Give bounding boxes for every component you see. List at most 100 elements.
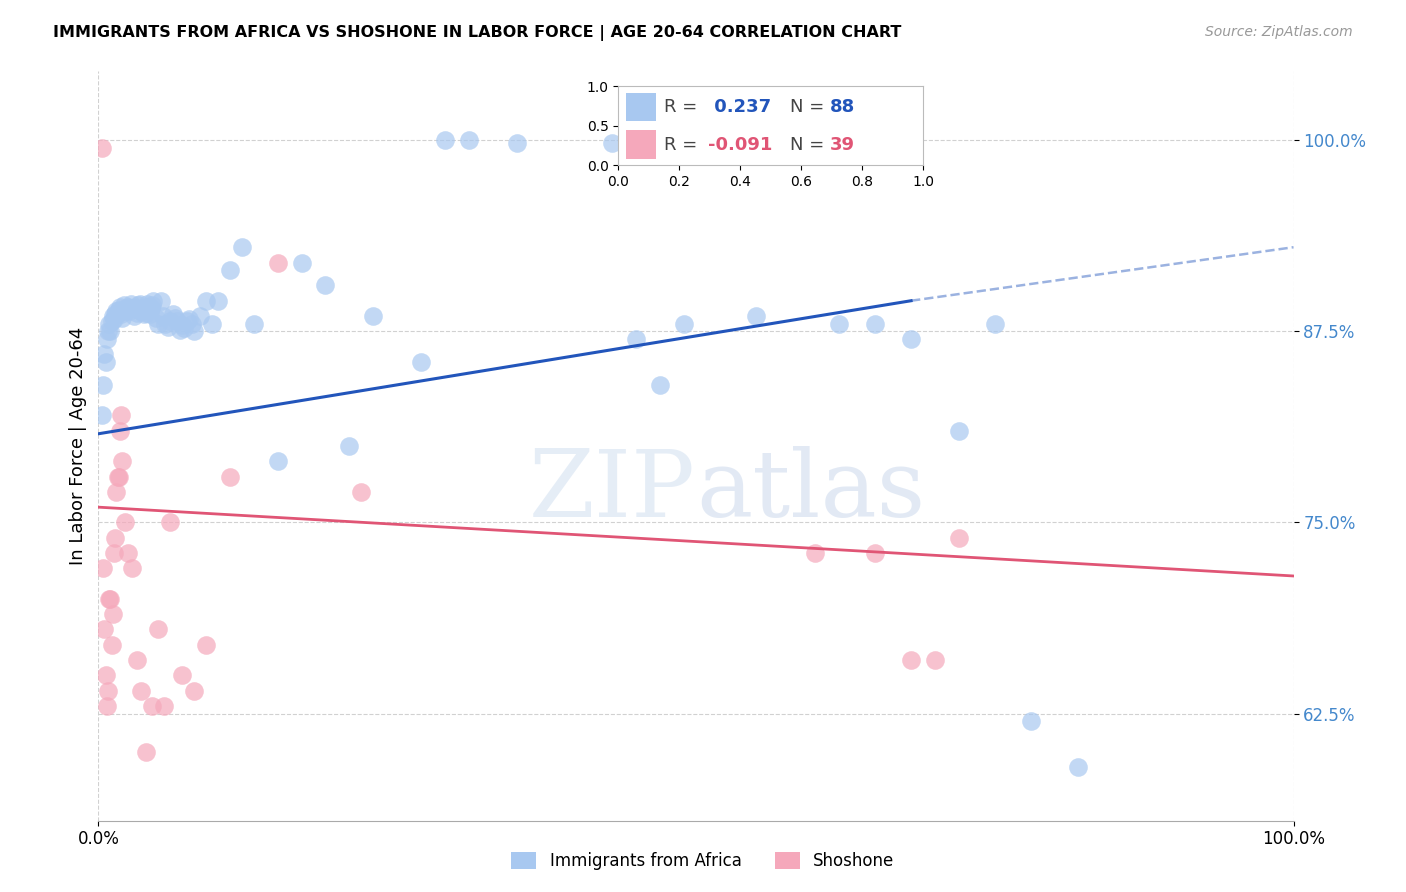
Point: [96, 698, 118, 713]
Point: [339, 439, 361, 453]
Point: [105, 484, 128, 499]
Point: [107, 469, 129, 483]
Point: [141, 698, 163, 713]
Point: [865, 546, 887, 560]
Point: [135, 306, 157, 320]
Point: [145, 310, 167, 325]
Point: [142, 293, 165, 308]
Point: [93, 623, 115, 637]
Point: [900, 332, 922, 346]
Point: [900, 653, 922, 667]
Point: [98, 317, 121, 331]
Point: [434, 133, 457, 147]
Point: [291, 255, 314, 269]
Point: [506, 136, 529, 151]
Point: [100, 638, 122, 652]
Point: [626, 332, 648, 346]
Point: [315, 278, 337, 293]
Point: [188, 309, 211, 323]
Point: [131, 683, 153, 698]
Point: [153, 698, 176, 713]
Point: [148, 317, 170, 331]
Point: [115, 302, 138, 317]
Point: [201, 317, 224, 331]
Point: [602, 136, 624, 151]
Point: [141, 298, 163, 312]
Point: [96, 332, 118, 346]
Point: [865, 317, 887, 331]
Point: [107, 306, 129, 320]
Point: [108, 424, 131, 438]
Point: [100, 313, 122, 327]
Point: [91, 409, 114, 423]
Point: [98, 591, 121, 606]
Point: [112, 298, 135, 312]
Point: [139, 308, 162, 322]
Point: [97, 324, 120, 338]
Point: [94, 355, 117, 369]
Point: [828, 317, 851, 331]
Legend: Immigrants from Africa, Shoshone: Immigrants from Africa, Shoshone: [505, 845, 901, 877]
Point: [138, 300, 160, 314]
Point: [117, 546, 139, 560]
Point: [176, 313, 198, 327]
Point: [1019, 714, 1042, 729]
Point: [107, 469, 129, 483]
Point: [183, 324, 205, 338]
Point: [1067, 760, 1090, 774]
Point: [93, 347, 115, 361]
Point: [104, 308, 127, 322]
Point: [648, 377, 672, 392]
Point: [148, 623, 170, 637]
Point: [98, 591, 122, 606]
Point: [411, 355, 433, 369]
Point: [267, 454, 290, 468]
Text: atlas: atlas: [696, 446, 925, 536]
Point: [117, 300, 139, 314]
Point: [183, 683, 205, 698]
Point: [745, 309, 768, 323]
Text: IMMIGRANTS FROM AFRICA VS SHOSHONE IN LABOR FORCE | AGE 20-64 CORRELATION CHART: IMMIGRANTS FROM AFRICA VS SHOSHONE IN LA…: [53, 25, 901, 41]
Point: [948, 424, 970, 438]
Point: [115, 301, 138, 316]
Point: [948, 531, 970, 545]
Point: [159, 516, 181, 530]
Point: [97, 683, 120, 698]
Point: [91, 141, 114, 155]
Point: [156, 319, 179, 334]
Point: [173, 321, 195, 335]
Point: [91, 561, 114, 575]
Y-axis label: In Labor Force | Age 20-64: In Labor Force | Age 20-64: [69, 326, 87, 566]
Point: [195, 638, 218, 652]
Point: [166, 313, 188, 327]
Point: [118, 304, 141, 318]
Point: [267, 255, 290, 269]
Point: [110, 308, 132, 322]
Point: [350, 484, 373, 499]
Point: [131, 304, 153, 318]
Point: [924, 653, 946, 667]
Point: [195, 293, 218, 308]
Point: [163, 310, 186, 325]
Text: ZIP: ZIP: [529, 446, 696, 536]
Point: [219, 263, 242, 277]
Point: [125, 306, 148, 320]
Point: [125, 653, 148, 667]
Point: [363, 309, 385, 323]
Point: [114, 516, 136, 530]
Text: Source: ZipAtlas.com: Source: ZipAtlas.com: [1205, 25, 1353, 39]
Point: [121, 561, 143, 575]
Point: [111, 310, 134, 325]
Point: [101, 607, 124, 622]
Point: [804, 546, 827, 560]
Point: [136, 297, 159, 311]
Point: [131, 301, 153, 316]
Point: [673, 317, 696, 331]
Point: [139, 301, 162, 316]
Point: [243, 317, 266, 331]
Point: [135, 745, 157, 759]
Point: [128, 302, 150, 317]
Point: [103, 546, 125, 560]
Point: [149, 293, 172, 308]
Point: [152, 309, 174, 323]
